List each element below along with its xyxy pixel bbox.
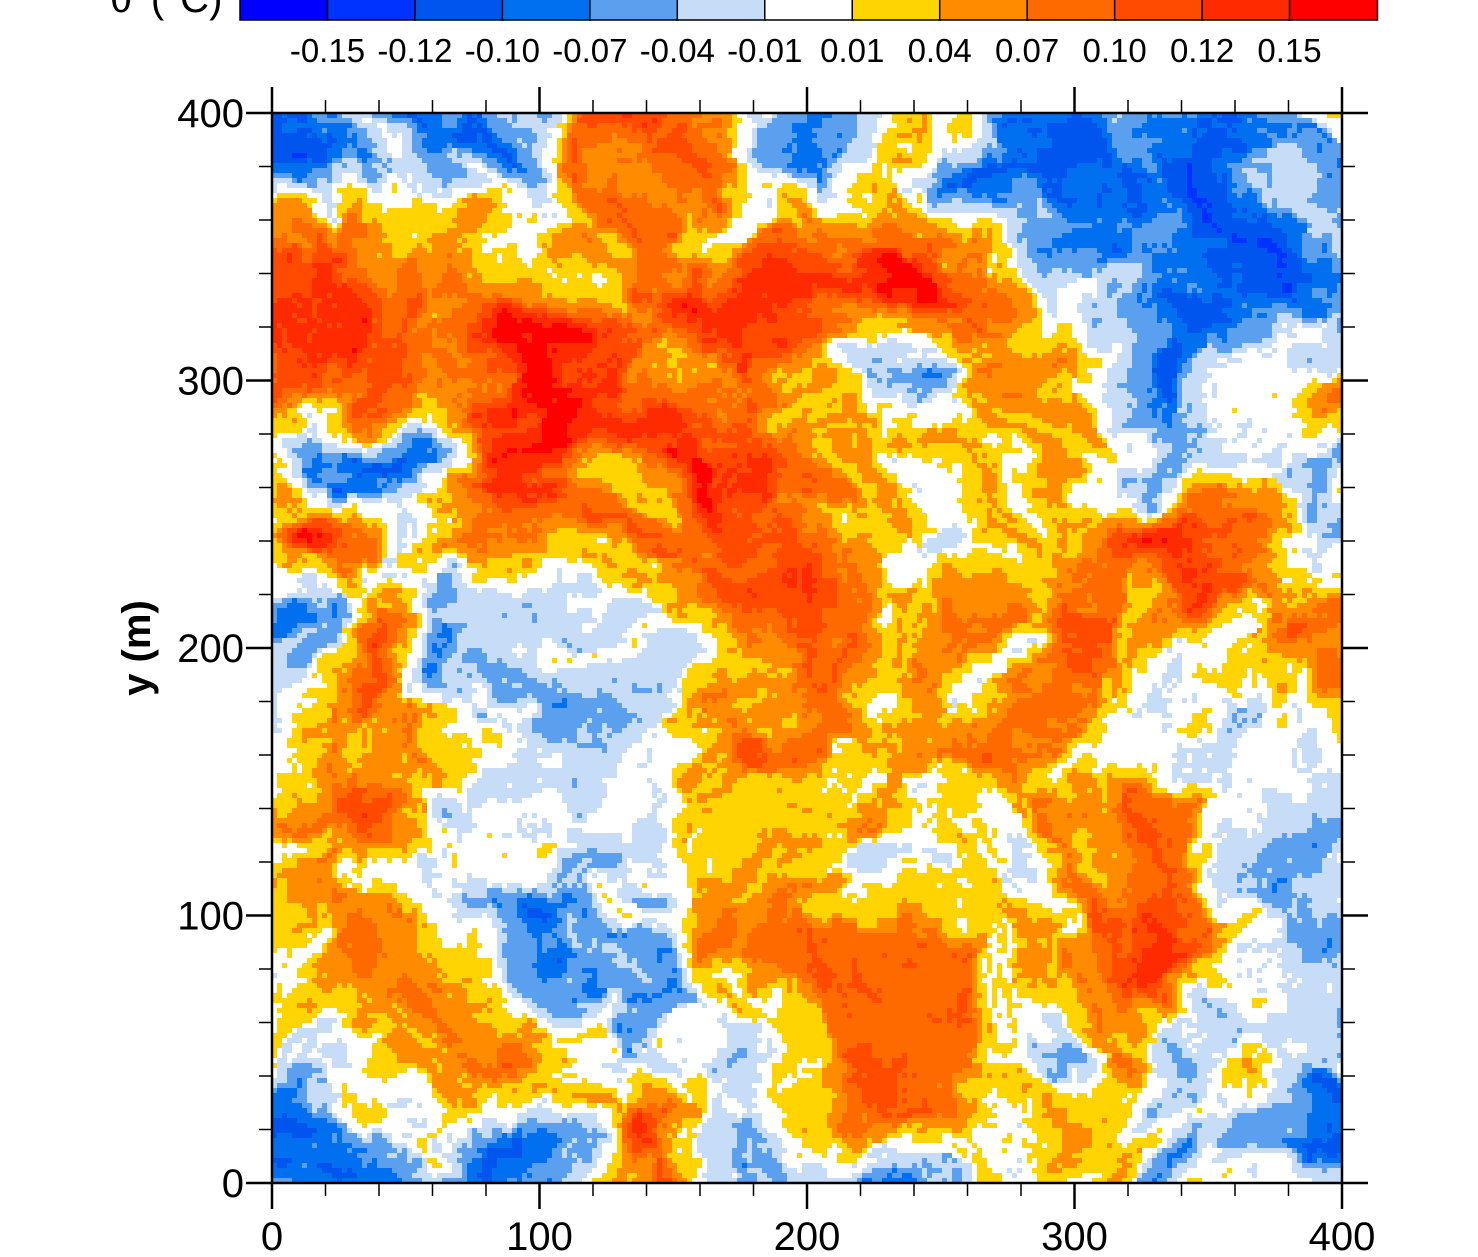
colorbar-swatch	[938, 0, 1029, 21]
y-tick-label: 200	[177, 627, 244, 671]
colorbar-tick-label: -0.10	[465, 32, 540, 69]
colorbar-tick-label: -0.12	[377, 32, 452, 69]
x-tick-label: 200	[774, 1215, 841, 1257]
y-tick-label: 400	[177, 92, 244, 136]
colorbar-swatch	[501, 0, 592, 21]
y-tick-label: 100	[177, 895, 244, 939]
colorbar-swatch	[1026, 0, 1116, 21]
axis-ticks	[246, 87, 1368, 1209]
colorbar-swatch	[239, 0, 329, 21]
colorbar-title: θ′ (°C)	[110, 0, 222, 21]
colorbar-tick-label: -0.04	[640, 32, 715, 69]
x-tick-label: 100	[506, 1215, 573, 1257]
colorbar-tick-label: -0.15	[290, 32, 365, 69]
colorbar-tick-label: 0.15	[1257, 32, 1321, 69]
x-tick-label: 300	[1041, 1215, 1108, 1257]
y-axis-title: y (m)	[115, 600, 159, 696]
colorbar-swatch	[326, 0, 417, 21]
colorbar-swatch	[589, 0, 679, 21]
colorbar	[239, 0, 1379, 21]
heatmap-field	[272, 113, 1342, 1183]
colorbar-tick-label: -0.07	[552, 32, 627, 69]
colorbar-tick-label: 0.01	[820, 32, 884, 69]
colorbar-tick-labels: -0.15 -0.12 -0.10 -0.07 -0.04 -0.01 0.01 0.04 0.…	[290, 32, 1322, 69]
colorbar-tick-label: 0.07	[995, 32, 1059, 69]
colorbar-tick-label: 0.10	[1082, 32, 1146, 69]
colorbar-swatch	[414, 0, 504, 21]
colorbar-swatch	[1288, 0, 1379, 21]
colorbar-tick-label: 0.12	[1170, 32, 1234, 69]
y-tick-label: 0	[222, 1162, 244, 1206]
colorbar-swatch	[1201, 0, 1291, 21]
colorbar-swatch	[764, 0, 854, 21]
colorbar-tick-label: 0.04	[908, 32, 972, 69]
colorbar-swatch	[1113, 0, 1204, 21]
y-tick-label: 300	[177, 360, 244, 404]
colorbar-tick-label: -0.01	[727, 32, 802, 69]
x-tick-label: 400	[1309, 1215, 1376, 1257]
colorbar-swatch	[676, 0, 767, 21]
x-tick-label: 0	[261, 1215, 283, 1257]
colorbar-swatch	[851, 0, 941, 21]
y-tick-labels: 0 100 200 300 400	[177, 92, 244, 1206]
x-tick-labels: 0 100 200 300 400	[261, 1215, 1376, 1257]
